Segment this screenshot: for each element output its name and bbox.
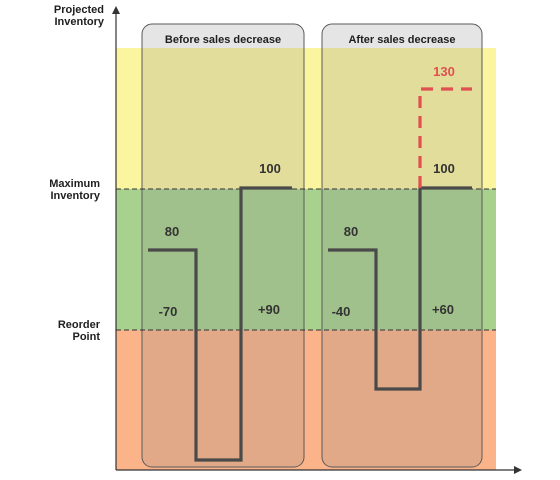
after-start-value: 80 [344, 224, 358, 239]
before-start-value: 80 [165, 224, 179, 239]
zone-above-maximum [116, 48, 496, 189]
inventory-line-after [328, 186, 472, 391]
reorder-point-label: Reorder Point [57, 319, 100, 343]
maximum-inventory-label: Maximum Inventory [49, 178, 100, 202]
panel-after [321, 23, 483, 468]
zone-between-reorder-and-maximum [116, 189, 496, 330]
y-axis-label: Projected Inventory [53, 4, 104, 28]
before-decrease-label: -70 [159, 304, 178, 319]
after-decrease-label: -40 [332, 304, 351, 319]
after-excess-value: 130 [433, 64, 455, 79]
y-axis-arrow [112, 6, 120, 14]
inventory-line-before [148, 186, 292, 462]
after-increase-label: +60 [432, 302, 454, 317]
after-end-value: 100 [433, 161, 455, 176]
before-end-value: 100 [259, 161, 281, 176]
before-increase-label: +90 [258, 302, 280, 317]
panel-title-before: Before sales decrease [165, 34, 281, 46]
panel-before [141, 23, 305, 468]
panel-title-after: After sales decrease [348, 34, 455, 46]
x-axis-arrow [514, 466, 522, 474]
zone-below-reorder [116, 330, 496, 470]
